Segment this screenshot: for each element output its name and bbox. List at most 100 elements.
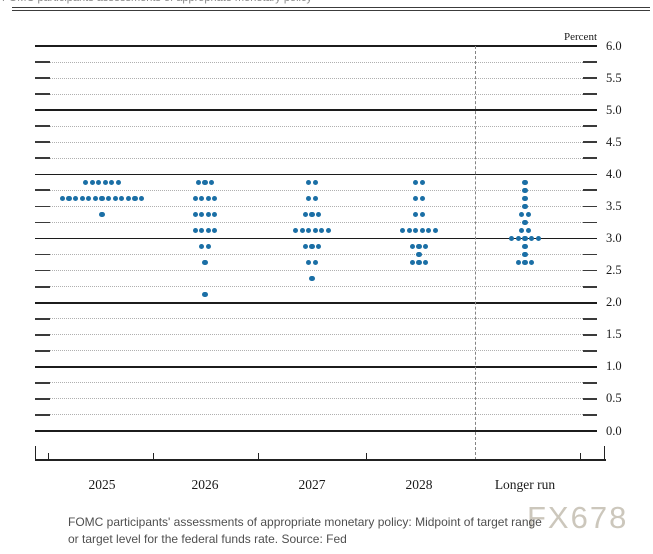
- dot: [416, 251, 422, 258]
- dot: [312, 259, 318, 266]
- gridline-dotted: [50, 205, 583, 207]
- y-axis-label: 4.5: [606, 134, 622, 149]
- dot: [522, 195, 528, 201]
- dot: [202, 292, 208, 298]
- gridline-solid: [35, 109, 597, 112]
- longer-run-separator-line: [475, 46, 476, 460]
- gridline-solid: [35, 45, 597, 47]
- dot: [525, 211, 531, 218]
- dot: [192, 211, 198, 218]
- axis-tick: [153, 453, 155, 460]
- dot: [522, 235, 528, 242]
- dot: [316, 211, 322, 218]
- dot: [306, 179, 312, 185]
- gridline-dotted: [50, 254, 583, 256]
- y-axis-label: 0.5: [606, 391, 622, 406]
- dot: [419, 195, 425, 201]
- dot: [413, 211, 419, 218]
- dot: [195, 179, 201, 185]
- y-tick-right: [583, 349, 597, 352]
- y-tick-right: [583, 141, 597, 144]
- y-tick-left: [35, 141, 50, 144]
- dot: [205, 243, 211, 250]
- dot: [423, 243, 429, 250]
- y-tick-right: [583, 285, 597, 288]
- dot: [79, 195, 85, 201]
- dot: [519, 227, 525, 234]
- dot: [212, 195, 218, 201]
- dot: [519, 211, 525, 218]
- dot: [312, 195, 318, 201]
- gridline-dotted: [50, 189, 583, 191]
- y-axis-label: 2.0: [606, 295, 622, 310]
- dot: [199, 211, 205, 218]
- dot: [102, 179, 108, 185]
- chart-caption: FOMC participants' assessments of approp…: [68, 514, 628, 548]
- dot: [115, 179, 122, 185]
- dot: [139, 195, 145, 201]
- dot: [309, 276, 315, 282]
- gridline-solid: [35, 237, 597, 240]
- dot: [522, 243, 528, 250]
- dot: [125, 195, 131, 201]
- axis-tick: [366, 453, 368, 460]
- caption-line-1: FOMC participants' assessments of approp…: [68, 515, 542, 529]
- dot: [522, 219, 528, 226]
- y-tick-left: [35, 269, 50, 272]
- dot: [529, 235, 535, 242]
- gridline-solid: [35, 366, 597, 368]
- dot: [119, 195, 125, 201]
- y-tick-left: [35, 205, 50, 208]
- y-tick-right: [583, 253, 597, 256]
- dot: [413, 179, 419, 185]
- dot: [302, 211, 308, 218]
- dot: [66, 195, 72, 201]
- axis-corner-left: [35, 446, 37, 460]
- gridline-dotted: [50, 93, 583, 95]
- dot: [399, 227, 406, 234]
- dot: [199, 243, 205, 250]
- gridline-dotted: [50, 221, 583, 223]
- dot: [306, 227, 312, 234]
- dot: [209, 179, 215, 185]
- dot: [192, 227, 198, 234]
- dot: [89, 179, 95, 185]
- y-tick-left: [35, 221, 50, 224]
- y-axis-label: 3.5: [606, 198, 622, 213]
- y-tick-left: [35, 398, 50, 400]
- dot: [419, 211, 425, 218]
- dot: [306, 195, 312, 201]
- dot: [199, 227, 205, 234]
- dot: [205, 211, 211, 218]
- gridline-dotted: [50, 398, 583, 400]
- dot: [423, 259, 429, 266]
- dot: [106, 195, 112, 201]
- dot: [529, 259, 535, 266]
- clipped-header-text: FOMC participants assessments of appropr…: [2, 0, 337, 5]
- dot: [212, 227, 218, 234]
- gridline-dotted: [50, 77, 583, 79]
- dot: [192, 195, 198, 201]
- dot: [73, 195, 79, 201]
- y-axis-label: 4.0: [606, 166, 622, 181]
- y-axis-label: 5.5: [606, 70, 622, 85]
- y-tick-right: [583, 189, 597, 192]
- dot: [522, 251, 528, 258]
- dot: [509, 235, 515, 242]
- dot: [92, 195, 98, 201]
- dot: [299, 227, 305, 234]
- category-label-2026: 2026: [191, 477, 219, 492]
- y-axis-label: 0.0: [606, 423, 622, 438]
- gridline-dotted: [50, 414, 583, 416]
- dot: [306, 259, 312, 266]
- gridline-dotted: [50, 382, 583, 384]
- dot: [426, 227, 432, 234]
- gridline-dotted: [50, 157, 583, 159]
- gridline-dotted: [50, 318, 583, 320]
- dot: [409, 259, 415, 266]
- dot: [309, 211, 315, 218]
- category-label-2028: 2028: [405, 477, 433, 492]
- y-axis-label: 6.0: [606, 38, 622, 53]
